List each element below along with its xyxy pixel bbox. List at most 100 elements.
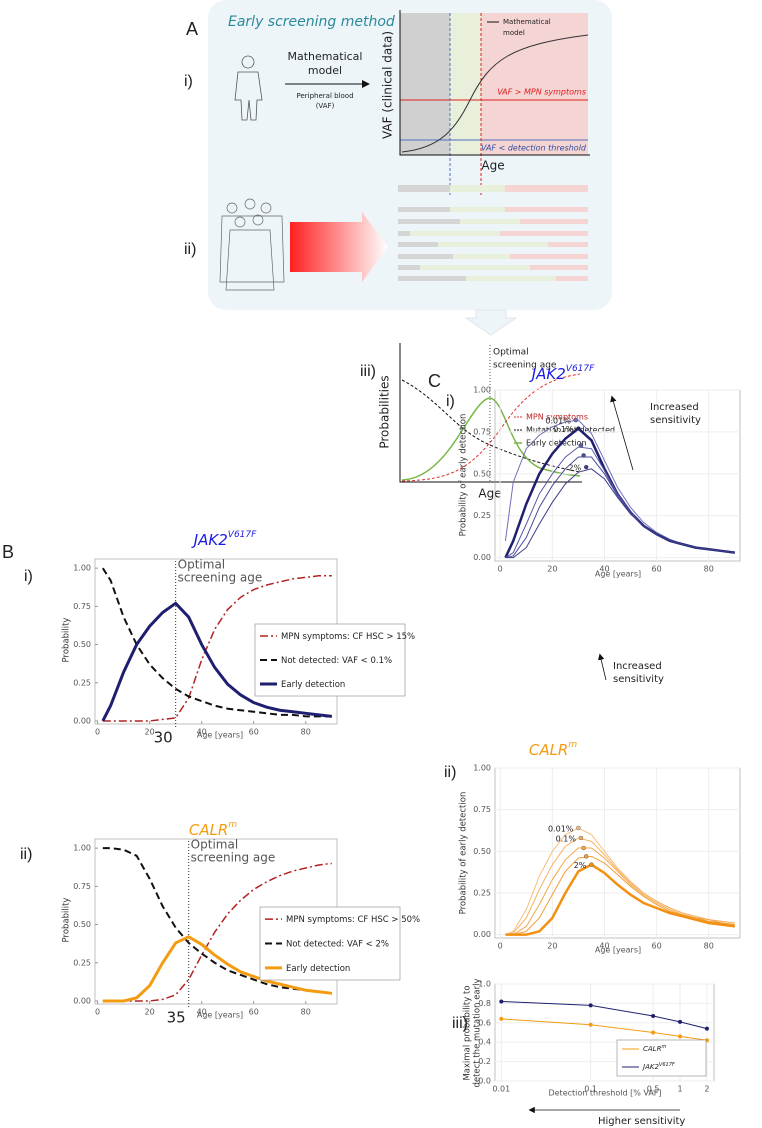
x-axis-label: Age [years]: [595, 946, 641, 955]
y-tick-label: 0.50: [473, 847, 491, 856]
panel-label: A: [186, 19, 198, 39]
annotation: screening age: [493, 361, 557, 371]
y-axis-label: Probability of early detection: [459, 414, 469, 537]
model-curve: [401, 34, 589, 153]
title-sup: V617F: [566, 364, 595, 374]
peak-dot: [576, 426, 581, 431]
x-tick-label: 80: [704, 565, 714, 574]
series-label: 0.01%: [545, 417, 571, 426]
series-label: 2%: [574, 861, 587, 870]
chart-title: CALRm: [189, 820, 238, 839]
annotation-arrow: [610, 395, 634, 471]
y-tick-label: 0.75: [73, 602, 91, 611]
charts: 0 20 40 60 80 0.00 0.25 0.50 0.75 1.00 Age [years]…: [2, 364, 741, 1127]
legend-name: MPN symptoms: CF HSC > 15%: [281, 632, 415, 642]
y-tick-label: 0.00: [473, 553, 491, 562]
model-label: model: [308, 64, 342, 77]
series-line: [505, 863, 735, 936]
title-sup: V617F: [228, 530, 257, 540]
legend-text: MPN symptoms: CF HSC > 15%: [281, 632, 415, 642]
series-line: [501, 1000, 708, 1030]
sample-label: (VAF): [316, 102, 335, 110]
x-tick-label: 0.1: [584, 1085, 597, 1094]
title-text: JAK2: [191, 531, 228, 549]
legend-text: CALRm: [643, 1044, 666, 1054]
y-tick-label: 0.00: [473, 930, 491, 939]
y-tick-label: 0.75: [473, 805, 491, 814]
panel-a: A Early screening method i) ii) iii) Mat…: [184, 0, 615, 501]
y-tick-label: 1.00: [73, 564, 91, 573]
marker: [678, 1019, 683, 1024]
x-tick-label: 1: [677, 1085, 682, 1094]
legend-name: MPN symptoms: CF HSC > 50%: [286, 915, 420, 925]
person-icon: [234, 55, 263, 121]
chart-title: JAK2V617F: [191, 530, 257, 549]
x-tick-label: 40: [197, 1008, 207, 1017]
threshold-label: VAF > MPN symptoms: [497, 88, 586, 97]
peak-dot: [584, 854, 589, 859]
x-tick-label: 40: [197, 728, 207, 737]
series-label: 2%: [569, 464, 582, 473]
panel-label: B: [2, 542, 14, 562]
peak-dot: [584, 464, 589, 470]
x-tick-label: 0: [498, 565, 503, 574]
y-axis-label: Probability of early detection: [459, 792, 469, 915]
y-tick-label: 0.25: [473, 889, 491, 898]
series-line: [101, 601, 332, 722]
step-label: iii): [360, 363, 376, 380]
axis-label: Probabilities: [378, 375, 392, 448]
annotation: Optimal: [493, 348, 529, 358]
annotation: Increased: [650, 402, 699, 413]
x-tick-label: 60: [652, 565, 662, 574]
band: [400, 13, 450, 155]
marker: [678, 1034, 683, 1039]
series-label: 0.1%: [556, 835, 577, 844]
legend-text: Early detection: [281, 680, 345, 690]
y-tick-label: 0.50: [473, 469, 491, 478]
series-line: [505, 855, 735, 936]
sample-label: Peripheral blood: [296, 92, 353, 100]
series-line: [501, 1018, 707, 1041]
x-tick-label: 0.5: [647, 1085, 660, 1094]
y-tick-label: 0.6: [478, 1018, 491, 1027]
chart-title: JAK2V617F: [529, 364, 595, 383]
marker: [499, 999, 504, 1004]
x-tick-label: 20: [547, 565, 557, 574]
step-label: i): [184, 73, 193, 90]
band: [450, 13, 481, 155]
annotation: Higher sensitivity: [598, 1116, 685, 1127]
model-label: Mathematical: [288, 50, 363, 63]
y-tick-label: 0.00: [73, 996, 91, 1005]
x-tick-label: 60: [249, 728, 259, 737]
legend-sup: m: [661, 1044, 666, 1050]
x-tick-label: 80: [301, 1008, 311, 1017]
x-tick-label: 60: [249, 1008, 259, 1017]
series-line: [102, 847, 332, 995]
legend-text: Early detection: [286, 963, 350, 973]
legend-name: CALR: [643, 1045, 662, 1053]
y-tick-label: 0.4: [478, 1038, 491, 1047]
annotation: Optimal: [191, 838, 238, 852]
threshold-label: VAF < detection threshold: [481, 144, 587, 153]
legend-text: Early detection: [526, 439, 587, 448]
y-tick-label: 0.25: [473, 511, 491, 520]
legend-name: Not detected: VAF < 2%: [286, 939, 389, 949]
title-text: JAK2: [529, 365, 566, 383]
x-tick-label: 2: [704, 1085, 709, 1094]
legend-text: Mathematical: [503, 18, 551, 26]
sub-label: ii): [20, 846, 32, 863]
axis-label: Age: [478, 487, 501, 501]
title-text: CALR: [529, 741, 569, 759]
legend-text: model: [503, 29, 525, 37]
series-line: [102, 575, 332, 722]
series-line: [505, 446, 735, 559]
axis: [399, 10, 590, 156]
axis: [399, 343, 582, 483]
axis-label: Age: [481, 159, 504, 173]
schematic-title: Early screening method: [228, 14, 395, 30]
y-tick-label: 1.00: [473, 764, 491, 773]
x-tick-label: 20: [547, 942, 557, 951]
x-tick-label: 20: [145, 728, 155, 737]
peak-dot: [576, 825, 581, 831]
annotation: sensitivity: [613, 674, 664, 685]
